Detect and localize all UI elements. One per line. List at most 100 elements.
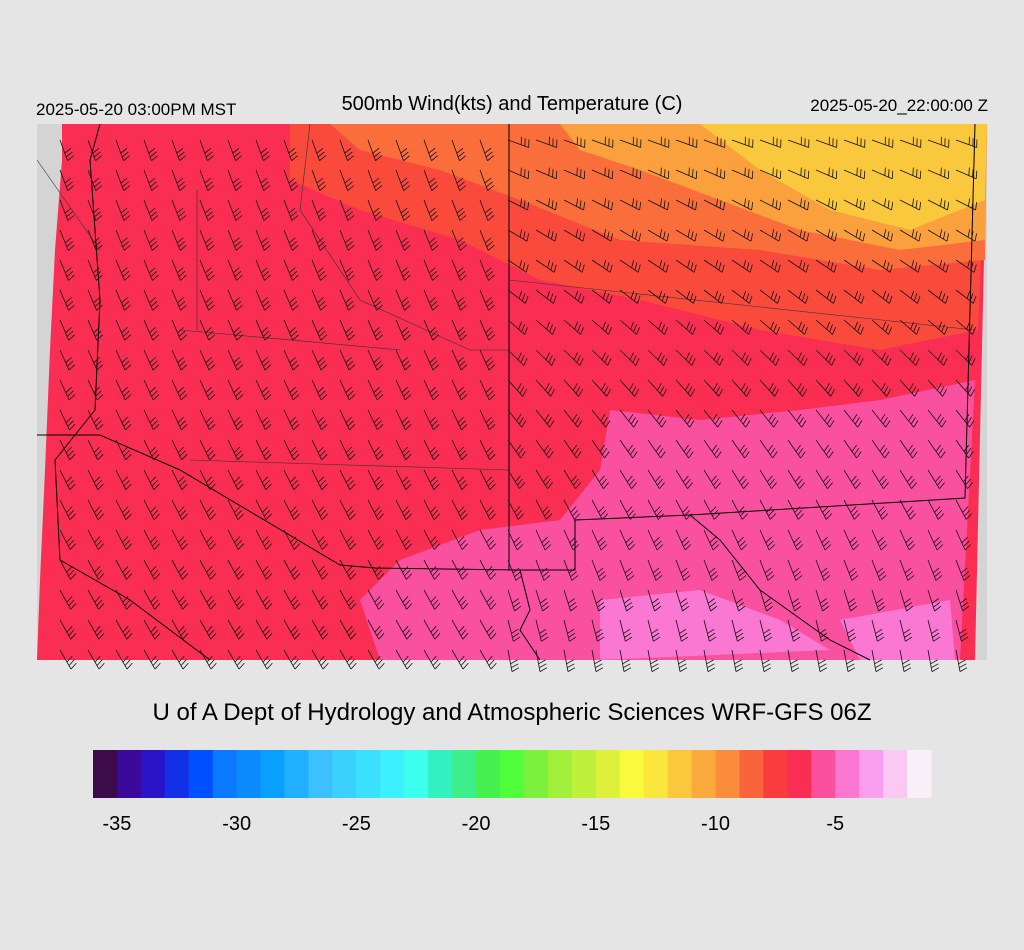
- wind-barb: [423, 349, 440, 371]
- wind-barb: [423, 289, 439, 311]
- wind-barb: [535, 229, 557, 242]
- wind-barb: [143, 499, 160, 520]
- wind-barb: [787, 319, 808, 335]
- wind-barb: [311, 379, 328, 401]
- wind-barb: [563, 469, 581, 489]
- wind-barb: [87, 589, 105, 610]
- wind-barb: [535, 409, 555, 428]
- wind-barb: [59, 199, 75, 221]
- wind-barb: [787, 649, 800, 672]
- colorbar-tick-label: -10: [701, 813, 730, 835]
- wind-barb: [703, 439, 722, 459]
- wind-barb: [227, 349, 244, 371]
- wind-barb: [199, 169, 215, 191]
- wind-barb: [115, 259, 131, 281]
- wind-barb: [815, 198, 838, 211]
- wind-barb: [199, 229, 215, 251]
- wind-barb: [87, 469, 104, 490]
- wind-barb: [423, 259, 439, 281]
- colorbar-cell: [380, 750, 405, 798]
- wind-barb: [451, 199, 467, 221]
- wind-barb: [507, 529, 524, 551]
- wind-barb: [843, 167, 866, 180]
- coast-line: [54, 123, 211, 661]
- wind-barb: [367, 349, 384, 371]
- wind-barb: [423, 649, 441, 670]
- wind-barb: [731, 198, 754, 211]
- wind-barb: [927, 589, 942, 612]
- wind-barb: [927, 469, 945, 489]
- wind-barb: [899, 529, 916, 551]
- wind-barb: [311, 589, 329, 610]
- wind-barb: [591, 259, 613, 273]
- colorbar-tick-label: -25: [342, 813, 371, 835]
- wind-barb: [871, 259, 893, 273]
- wind-barb: [759, 589, 774, 612]
- wind-barb: [171, 439, 188, 461]
- colorbar-cell: [691, 750, 717, 798]
- wind-barb: [227, 649, 245, 670]
- wind-barb: [227, 229, 243, 251]
- wind-barb: [171, 289, 187, 311]
- wind-barb: [227, 169, 243, 191]
- wind-barb: [87, 319, 103, 341]
- wind-barb: [703, 469, 721, 489]
- wind-barb: [367, 499, 384, 520]
- temperature-field: [360, 380, 975, 660]
- wind-barb: [619, 649, 632, 672]
- wind-barb: [731, 289, 753, 304]
- colorbar-cell: [140, 750, 166, 798]
- wind-barb: [731, 499, 749, 520]
- wind-barb: [311, 559, 329, 580]
- wind-barb: [535, 619, 549, 642]
- wind-barbs: [59, 136, 978, 672]
- wind-barb: [479, 319, 495, 341]
- wind-barb: [255, 439, 272, 461]
- wind-barb: [311, 469, 328, 490]
- wind-barb: [647, 349, 668, 366]
- wind-barb: [339, 589, 357, 610]
- wind-barb: [815, 409, 835, 428]
- wind-barb: [143, 619, 161, 640]
- wind-barb: [59, 409, 76, 431]
- colorbar-cell: [595, 750, 621, 798]
- wind-barb: [479, 529, 496, 550]
- wind-barb: [367, 259, 383, 281]
- wind-barb: [507, 409, 527, 428]
- wind-barb: [283, 559, 301, 580]
- wind-barb: [927, 319, 948, 335]
- wind-barb: [395, 589, 413, 610]
- wind-barb: [283, 379, 300, 401]
- wind-barb: [367, 559, 385, 580]
- wind-barb: [451, 439, 468, 461]
- wind-barb: [367, 199, 383, 221]
- colorbar-cell: [236, 750, 262, 798]
- wind-barb: [927, 259, 949, 273]
- wind-barb: [143, 319, 159, 341]
- wind-barb: [787, 167, 810, 180]
- temperature-field: [600, 590, 955, 660]
- wind-barb: [339, 529, 356, 550]
- wind-barb: [339, 139, 354, 162]
- wind-barb: [619, 379, 639, 397]
- wind-barb: [255, 649, 273, 670]
- wind-barb: [815, 439, 834, 459]
- wind-barb: [675, 559, 691, 581]
- wind-barb: [955, 529, 972, 551]
- wind-barb: [423, 199, 439, 221]
- wind-barb: [171, 229, 187, 251]
- wind-barb: [395, 199, 411, 221]
- wind-barb: [899, 167, 922, 180]
- wind-barb: [563, 589, 578, 612]
- wind-barb: [199, 529, 216, 550]
- wind-barb: [479, 439, 496, 461]
- wind-barb: [507, 289, 529, 304]
- wind-barb: [199, 589, 217, 610]
- wind-barb: [311, 349, 328, 371]
- wind-barb: [59, 379, 76, 401]
- wind-barb: [507, 439, 526, 459]
- wind-barb: [619, 439, 638, 459]
- wind-barb: [591, 319, 612, 335]
- wind-barb: [535, 167, 558, 180]
- wind-barb: [731, 529, 748, 551]
